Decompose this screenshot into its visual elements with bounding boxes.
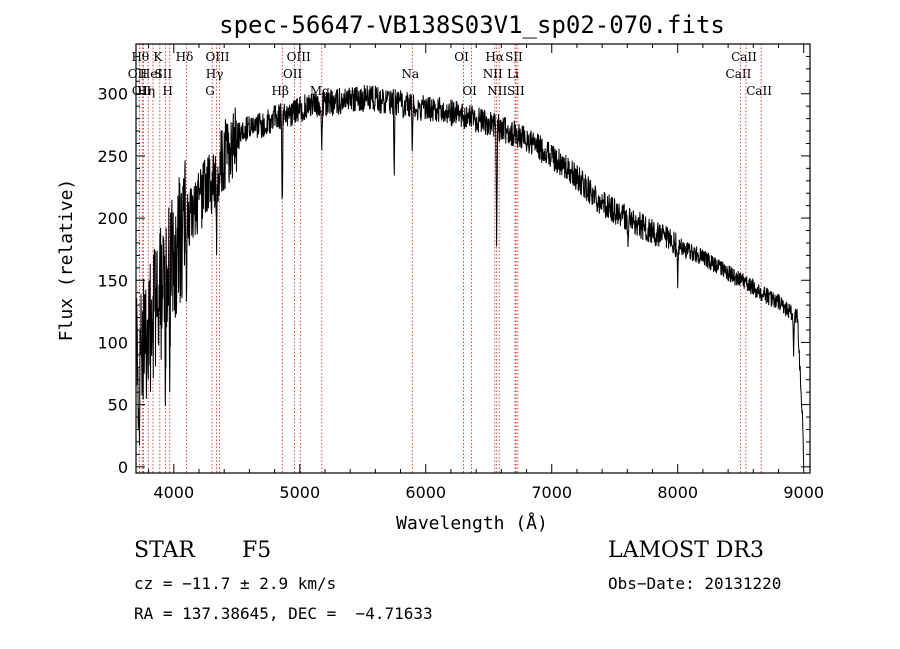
marker-label-23: SII — [505, 50, 523, 64]
marker-label-17: OI — [454, 50, 469, 64]
y-tick-label-0: 0 — [118, 458, 128, 477]
marker-label-2: OII — [132, 84, 152, 98]
coordinates: RA = 137.38645, DEC = −4.71633 — [134, 604, 433, 623]
y-tick-label-1: 50 — [108, 396, 128, 415]
marker-label-5: K — [153, 50, 163, 64]
marker-label-25: CaII — [726, 67, 752, 81]
marker-label-9: G — [205, 84, 215, 98]
marker-label-6: SII — [155, 67, 173, 81]
marker-label-24: SII — [507, 84, 525, 98]
y-tick-label-3: 150 — [97, 271, 128, 290]
marker-label-18: OI — [462, 84, 477, 98]
marker-label-27: CaII — [746, 84, 772, 98]
marker-label-26: CaII — [731, 50, 757, 64]
x-tick-label-3: 7000 — [531, 483, 572, 502]
x-axis-label: Wavelength (Å) — [396, 512, 548, 534]
y-tick-labels: 0 50 100 150 200 250 300 — [97, 85, 128, 477]
marker-label-8: Hδ — [176, 50, 194, 64]
y-tick-label-4: 200 — [97, 209, 128, 228]
y-tick-label-2: 100 — [97, 333, 128, 352]
spectral-subclass: F5 — [242, 538, 272, 563]
x-tick-label-4: 8000 — [657, 483, 698, 502]
marker-label-11: OIII — [205, 50, 229, 64]
plot-frame — [135, 43, 811, 474]
y-tick-label-6: 300 — [97, 85, 128, 104]
marker-label-4: HeI — [140, 67, 163, 81]
marker-label-1: Hθ — [131, 50, 149, 64]
marker-label-16: Na — [401, 67, 419, 81]
marker-label-10: Hγ — [206, 67, 224, 81]
axis-ticks — [136, 44, 810, 473]
marker-label-7: H — [163, 84, 173, 98]
survey-name: LAMOST DR3 — [608, 538, 764, 563]
plot-area — [136, 44, 805, 473]
marker-label-22: Li — [507, 67, 519, 81]
redshift-value: cz = −11.7 ± 2.9 km/s — [134, 574, 337, 593]
marker-label-14: OIII — [287, 50, 311, 64]
marker-label-15: Mg — [310, 84, 330, 98]
y-tick-label-5: 250 — [97, 147, 128, 166]
x-tick-label-2: 6000 — [405, 483, 446, 502]
marker-label-13: OII — [283, 67, 303, 81]
marker-label-12: Hβ — [272, 84, 289, 98]
marker-label-21: NII — [487, 84, 507, 98]
marker-label-20: Hα — [485, 50, 504, 64]
chart-title: spec-56647-VB138S03V1_sp02-070.fits — [219, 11, 725, 39]
marker-label-0: OII — [128, 67, 148, 81]
marker-label-19: NII — [483, 67, 503, 81]
x-tick-label-1: 5000 — [279, 483, 320, 502]
x-tick-label-0: 4000 — [153, 483, 194, 502]
x-tick-label-5: 9000 — [783, 483, 824, 502]
marker-label-3: Hη — [137, 84, 155, 98]
object-type: STAR — [134, 538, 195, 563]
x-tick-labels: 4000 5000 6000 7000 8000 9000 — [153, 483, 824, 502]
marker-labels: OIIHθOIIHηHeIKSIIHHδGHγOIIIHβOIIOIIIMgNa… — [128, 50, 773, 98]
obs-date: Obs−Date: 20131220 — [608, 574, 782, 593]
y-axis-label: Flux (relative) — [56, 179, 77, 342]
spectrum-line — [136, 85, 805, 465]
